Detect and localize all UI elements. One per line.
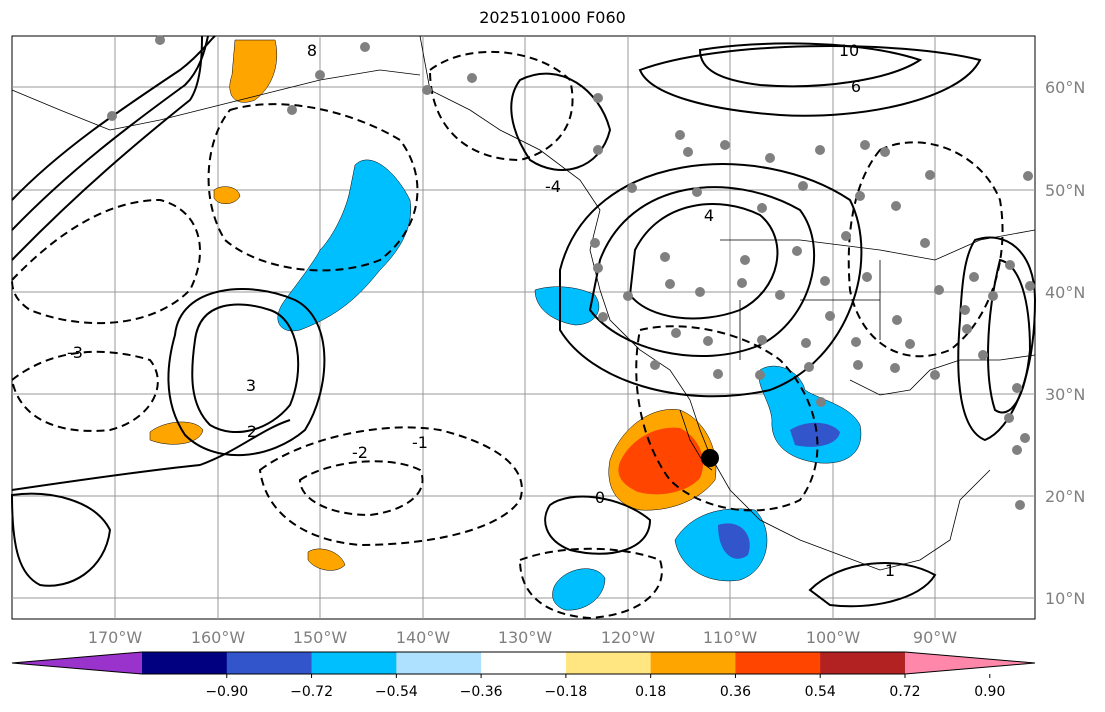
colorbar-segment	[481, 652, 567, 674]
colorbar-extend-low	[12, 652, 142, 674]
colorbar-outline	[11, 651, 1036, 675]
contour-high-pacific	[191, 303, 300, 434]
colorbar-tick-label: 0.54	[805, 684, 836, 700]
shade-orange-small2	[307, 548, 346, 571]
contour-east-high-2	[987, 258, 1032, 414]
colorbar-tick-label: −0.90	[205, 684, 248, 700]
lat-labels: 60°N 50°N 40°N 30°N 20°N 10°N	[1045, 78, 1085, 608]
lat-label: 50°N	[1045, 181, 1085, 200]
contour-neg-9	[518, 547, 663, 620]
contour-neg-1	[258, 426, 523, 547]
map-title: 2025101000 F060	[479, 8, 626, 27]
lon-label: 170°W	[88, 628, 143, 647]
colorbar-ticks: −0.90 −0.72 −0.54 −0.36 −0.18 0.18 0.36 0.54 0.7…	[205, 674, 1005, 700]
colorbar-tick-label: −0.36	[460, 684, 503, 700]
contour-label-10: 10	[839, 41, 859, 60]
colorbar-segment	[820, 652, 906, 674]
contour-se	[808, 562, 937, 608]
colorbar-tick-label: −0.54	[375, 684, 418, 700]
contour-neg-6	[428, 50, 574, 162]
contour-sw	[10, 492, 112, 587]
shade-red-baja	[618, 427, 704, 495]
shade-orange-alaska	[229, 39, 278, 103]
shade-blue-pacific	[277, 159, 412, 332]
lat-label: 60°N	[1045, 78, 1085, 97]
colorbar-segment	[565, 652, 652, 674]
lat-label: 20°N	[1045, 487, 1085, 506]
contour-label-1: 1	[885, 561, 895, 580]
colorbar-tick-label: 0.72	[889, 684, 920, 700]
colorbar-segment	[735, 652, 821, 674]
shade-blue-south2	[552, 568, 606, 611]
contour-label-neg2: -2	[352, 443, 368, 462]
lon-labels: 170°W 160°W 150°W 140°W 130°W 120°W 110°…	[88, 628, 957, 647]
contour-neg-7	[847, 141, 1004, 358]
contour-label-3: 3	[246, 376, 256, 395]
contour-label-neg1: -1	[412, 433, 428, 452]
graticule	[12, 36, 1035, 619]
contour-neg-2	[298, 460, 424, 517]
colorbar-extend-high	[905, 652, 1035, 674]
lon-label: 160°W	[191, 628, 246, 647]
colorbar-segment	[311, 652, 397, 674]
lon-label: 110°W	[703, 628, 758, 647]
contour-label-neg4: -4	[545, 177, 561, 196]
lon-label: 100°W	[806, 628, 861, 647]
contour-neg-3	[10, 350, 159, 432]
contour-alaska-3	[11, 35, 203, 261]
contour-label-neg3: -3	[67, 343, 83, 362]
shade-orange-small3	[213, 186, 241, 204]
lat-label: 40°N	[1045, 283, 1085, 302]
lon-label: 90°W	[913, 628, 957, 647]
shade-blue-calif	[534, 286, 600, 326]
contour-label-8: 8	[307, 41, 317, 60]
station-markers	[107, 35, 1035, 510]
contour-north-2	[638, 45, 982, 117]
contour-high-pacific-2	[167, 288, 326, 456]
colorbar-tick-label: 0.18	[635, 684, 666, 700]
contour-labels: 10 8 6 4 3 2 1 0 -1 -2 -3 -4	[67, 41, 895, 580]
shade-darkblue-southern	[718, 523, 750, 559]
lon-label: 120°W	[601, 628, 656, 647]
contour-east-high	[957, 236, 1037, 442]
colorbar-tick-label: −0.18	[544, 684, 587, 700]
lon-label: 130°W	[498, 628, 553, 647]
colorbar-segment	[226, 652, 313, 674]
lon-label: 140°W	[396, 628, 451, 647]
contour-neg-8	[10, 198, 201, 325]
colorbar-tick-label: −0.72	[290, 684, 333, 700]
contour-label-0: 0	[595, 488, 605, 507]
colorbar-tick-label: 0.36	[720, 684, 751, 700]
shade-blue-southern	[674, 508, 768, 582]
shade-darkblue-texas	[790, 422, 840, 447]
dashed-contours	[10, 50, 1004, 620]
shaded-regions	[149, 39, 862, 611]
lon-label: 150°W	[293, 628, 348, 647]
contour-zero-south	[11, 419, 291, 491]
colorbar-tick-label: 0.90	[974, 684, 1005, 700]
contour-label-4: 4	[704, 206, 714, 225]
contour-north	[698, 42, 923, 88]
lat-label: 10°N	[1045, 589, 1085, 608]
contour-high-west	[628, 203, 779, 320]
colorbar-segment	[396, 652, 482, 674]
map-panel	[11, 35, 1036, 620]
contour-high-west-2	[588, 186, 815, 357]
colorbar	[11, 651, 1036, 675]
contour-high-west-3	[559, 163, 863, 398]
colorbar-segment	[650, 652, 736, 674]
contours	[10, 35, 1037, 608]
highlight-point-marker	[701, 449, 719, 467]
contour-neg-4	[207, 103, 419, 272]
contour-label-2: 2	[247, 422, 257, 441]
lat-label: 30°N	[1045, 385, 1085, 404]
contour-subtrop	[544, 495, 652, 555]
contour-neg-5	[635, 325, 819, 512]
contour-label-6: 6	[851, 77, 861, 96]
colorbar-segment	[142, 652, 228, 674]
contour-low-gulf	[510, 72, 612, 171]
